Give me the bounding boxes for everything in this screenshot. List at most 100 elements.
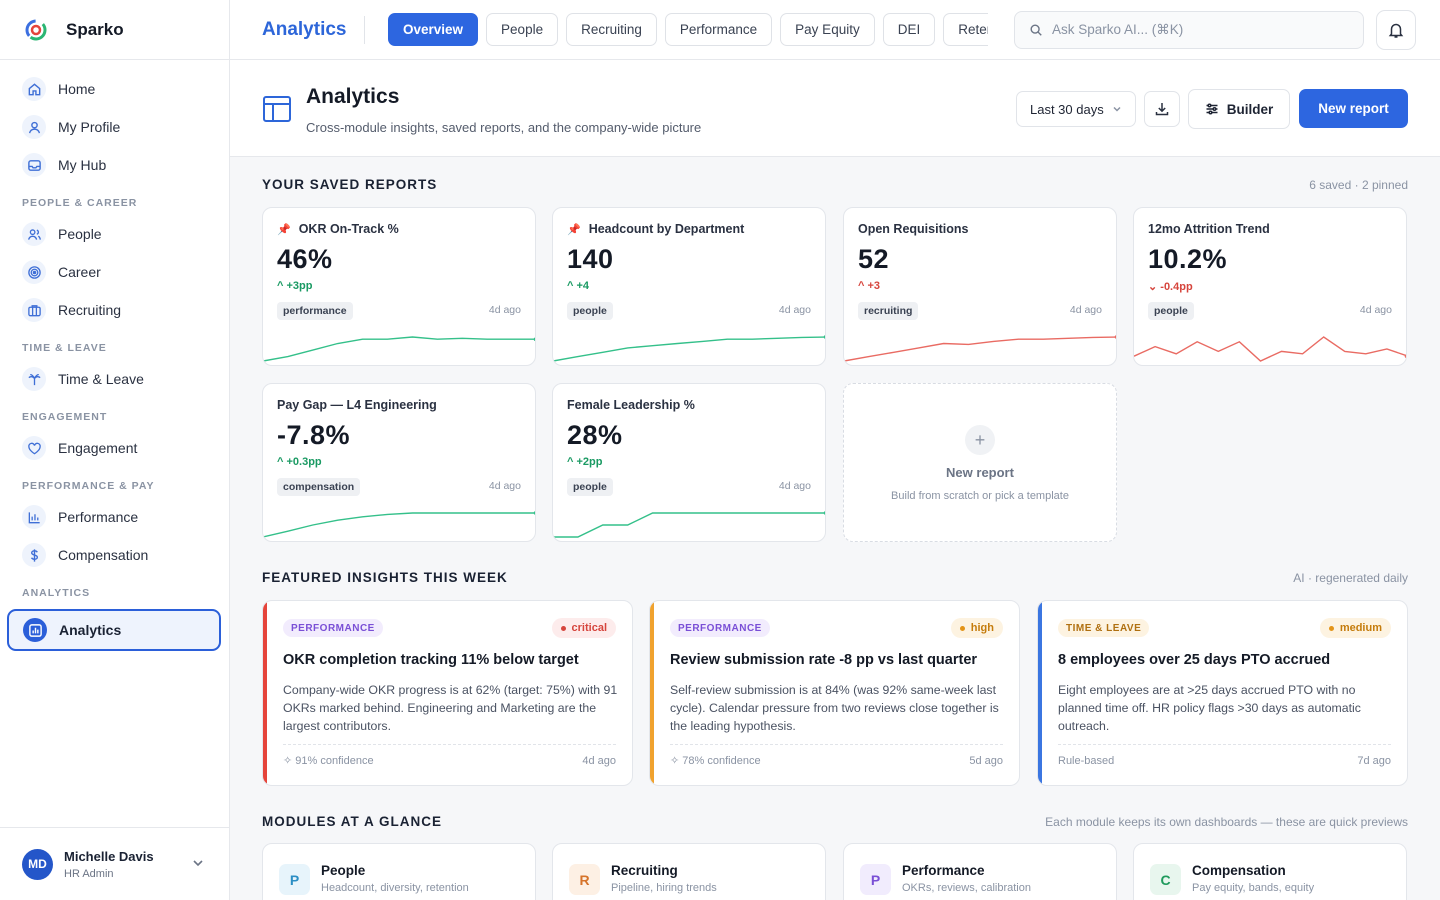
report-card[interactable]: Female Leadership % 28% ^ +2pp people 4d…: [552, 383, 826, 542]
sidebar-item-time-leave[interactable]: Time & Leave: [0, 360, 221, 398]
module-badge: P: [279, 864, 310, 895]
insight-body: Self-review submission is at 84% (was 92…: [670, 683, 999, 733]
tab-dei[interactable]: DEI: [882, 13, 936, 46]
sidebar-item-label: Performance: [58, 509, 139, 525]
new-report-card[interactable]: + New report Build from scratch or pick …: [843, 383, 1117, 542]
insight-card[interactable]: PERFORMANCE critical OKR completion trac…: [262, 600, 633, 786]
report-tag: people: [1148, 302, 1194, 320]
builder-button[interactable]: Builder: [1188, 89, 1290, 129]
tab-recruiting[interactable]: Recruiting: [566, 13, 657, 46]
section-people-career: PEOPLE & CAREER: [22, 197, 138, 209]
dollar-icon: [22, 543, 46, 567]
tab-overview[interactable]: Overview: [388, 13, 479, 46]
notifications-button[interactable]: [1376, 10, 1416, 50]
insight-confidence: Rule-based: [1058, 754, 1115, 767]
insight-age: 5d ago: [969, 754, 1003, 767]
module-name: Recruiting: [611, 863, 678, 878]
insight-card[interactable]: TIME & LEAVE medium 8 employees over 25 …: [1037, 600, 1408, 786]
top-title: Analytics: [262, 18, 347, 40]
report-age: 4d ago: [1069, 304, 1102, 316]
saved-reports-title: YOUR SAVED REPORTS: [262, 177, 438, 192]
insight-age: 4d ago: [582, 754, 616, 767]
module-card-people[interactable]: P People Headcount, diversity, retention: [262, 843, 536, 900]
sidebar-item-my-hub[interactable]: My Hub: [0, 146, 221, 184]
insight-age: 7d ago: [1357, 754, 1391, 767]
tab-pay-equity[interactable]: Pay Equity: [780, 13, 875, 46]
report-value: 46%: [277, 244, 333, 274]
brand-name: Sparko: [66, 19, 124, 39]
insight-body: Eight employees are at >25 days accrued …: [1058, 683, 1361, 733]
sidebar-item-home[interactable]: Home: [0, 70, 221, 108]
report-delta-value: +0.3pp: [286, 456, 322, 468]
bell-icon: [1388, 23, 1404, 38]
module-badge: C: [1150, 864, 1181, 895]
report-card[interactable]: Pay Gap — L4 Engineering -7.8% ^ +0.3pp …: [262, 383, 536, 542]
report-card[interactable]: 12mo Attrition Trend 10.2% ⌄ -0.4pp peop…: [1133, 207, 1407, 366]
module-card-recruiting[interactable]: R Recruiting Pipeline, hiring trends: [552, 843, 826, 900]
insight-body: Company-wide OKR progress is at 62% (tar…: [283, 683, 618, 733]
module-badge: R: [569, 864, 600, 895]
sidebar-item-label: My Profile: [58, 119, 121, 135]
report-card[interactable]: 📌 OKR On-Track % 46% ^ +3pp performance 4…: [262, 207, 536, 366]
insight-card[interactable]: PERFORMANCE high Review submission rate …: [649, 600, 1020, 786]
download-button[interactable]: [1144, 91, 1180, 127]
tab-people[interactable]: People: [486, 13, 559, 46]
module-card-compensation[interactable]: C Compensation Pay equity, bands, equity: [1133, 843, 1407, 900]
sparkline-path: [553, 512, 825, 538]
page-title: Analytics: [306, 85, 400, 108]
insight-severity: critical: [551, 618, 616, 638]
tab-performance[interactable]: Performance: [664, 13, 773, 46]
sidebar-item-recruiting[interactable]: Recruiting: [0, 291, 221, 329]
search-input[interactable]: Ask Sparko AI... (⌘K): [1014, 11, 1364, 49]
saved-reports-meta: 6 saved · 2 pinned: [1309, 178, 1408, 192]
sparkline: [553, 511, 825, 538]
sidebar-item-career[interactable]: Career: [0, 253, 221, 291]
sidebar-item-label: Time & Leave: [58, 371, 144, 387]
sidebar-nav: Home My Profile My Hub PEOPLE & CAREER P…: [0, 60, 229, 651]
report-value: 52: [858, 244, 890, 274]
severity-dot: [1328, 625, 1334, 631]
report-tag: people: [567, 478, 613, 496]
insights-meta: AI · regenerated daily: [1293, 571, 1408, 585]
target-icon: [22, 260, 46, 284]
report-title: Open Requisitions: [858, 222, 969, 236]
insight-title: 8 employees over 25 days PTO accrued: [1058, 652, 1331, 668]
sidebar-item-engagement[interactable]: Engagement: [0, 429, 221, 467]
report-title: OKR On-Track %: [298, 222, 399, 236]
user-menu[interactable]: MD Michelle Davis HR Admin: [0, 827, 229, 900]
section-performance-pay: PERFORMANCE & PAY: [22, 480, 155, 492]
plus-icon: +: [965, 425, 995, 455]
inbox-icon: [22, 153, 46, 177]
report-title: Pay Gap — L4 Engineering: [277, 398, 437, 412]
sidebar-item-compensation[interactable]: Compensation: [0, 536, 221, 574]
briefcase-icon: [22, 298, 46, 322]
report-delta-value: +2pp: [576, 456, 603, 468]
sidebar-item-my-profile[interactable]: My Profile: [0, 108, 221, 146]
analytics-icon: [23, 618, 47, 642]
report-tag: recruiting: [858, 302, 919, 320]
report-card[interactable]: 📌 Headcount by Department 140 ^ +4 people…: [552, 207, 826, 366]
report-card[interactable]: Open Requisitions 52 ^ +3 recruiting 4d …: [843, 207, 1117, 366]
module-desc: Pipeline, hiring trends: [611, 882, 717, 894]
chevron-down-icon: [1113, 106, 1121, 112]
home-icon: [22, 77, 46, 101]
sparkline: [1134, 336, 1406, 362]
severity-dot: [560, 625, 566, 631]
date-range-value: Last 30 days: [1030, 101, 1104, 117]
module-card-performance[interactable]: P Performance OKRs, reviews, calibration: [843, 843, 1117, 900]
sparkline: [263, 511, 535, 538]
user-icon: [22, 115, 46, 139]
brand[interactable]: Sparko: [0, 0, 229, 60]
sidebar-item-label: People: [58, 226, 102, 242]
sidebar-item-performance[interactable]: Performance: [0, 498, 221, 536]
insight-confidence: ✧ 78% confidence: [670, 755, 761, 767]
date-range-select[interactable]: Last 30 days: [1016, 91, 1136, 127]
new-report-button[interactable]: New report: [1299, 89, 1408, 128]
sidebar-item-analytics[interactable]: Analytics: [7, 609, 221, 651]
sidebar-item-people[interactable]: People: [0, 215, 221, 253]
tab-retention[interactable]: Retention: [943, 13, 988, 46]
sparkline-path: [263, 336, 535, 362]
insight-title: OKR completion tracking 11% below target: [283, 652, 579, 668]
page-header: Analytics Cross-module insights, saved r…: [230, 60, 1440, 157]
sparkline-path: [1134, 336, 1406, 362]
